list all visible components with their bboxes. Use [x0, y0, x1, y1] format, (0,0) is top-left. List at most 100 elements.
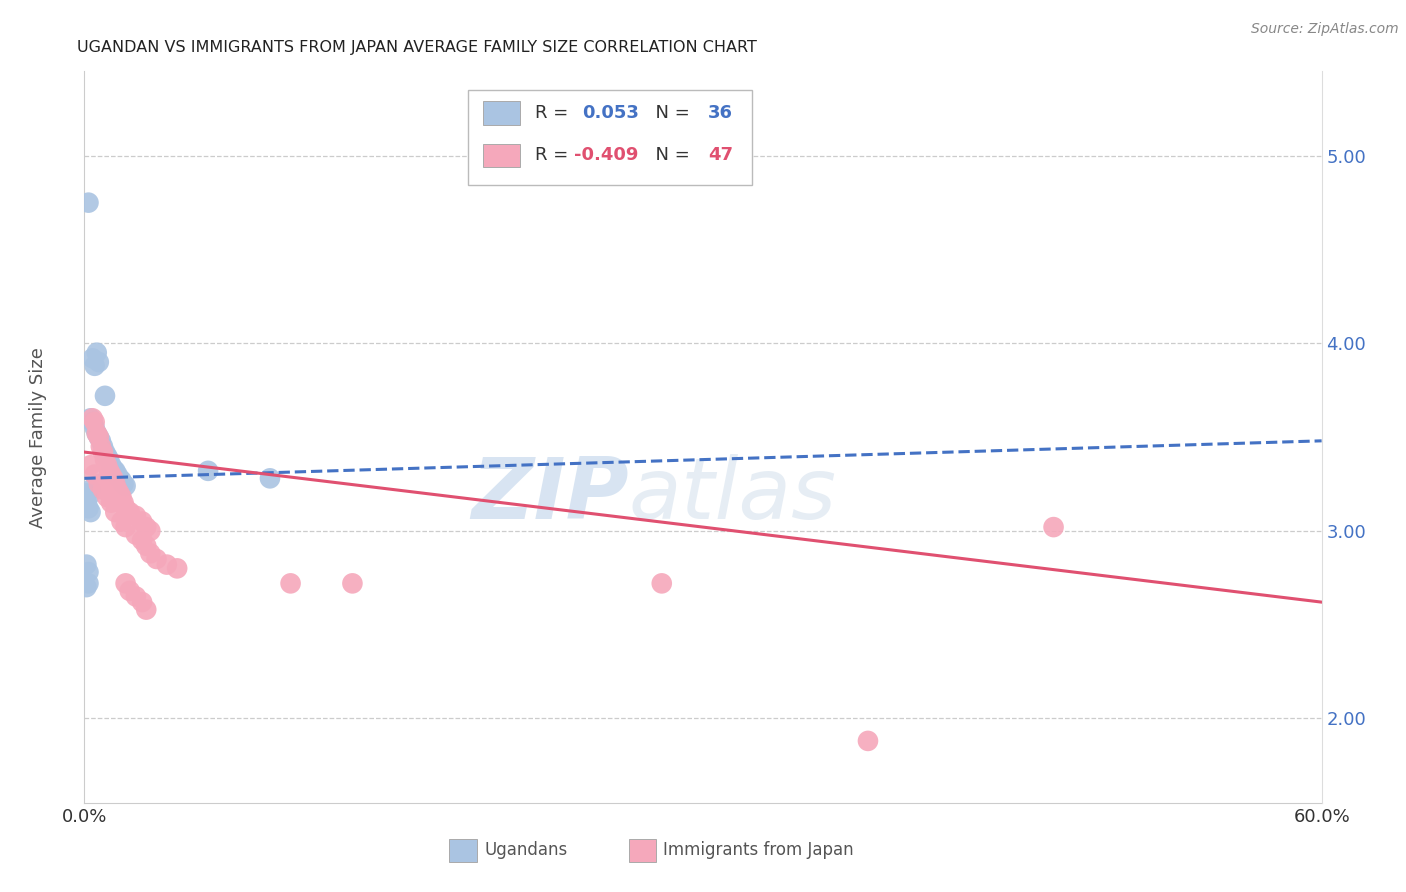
Point: [100, 458, 122, 473]
Point: [342, 576, 364, 591]
Text: 36: 36: [709, 104, 733, 122]
Point: [82, 415, 104, 429]
FancyBboxPatch shape: [628, 838, 657, 862]
Point: [110, 473, 132, 487]
Point: [125, 590, 148, 604]
Point: [94, 389, 117, 403]
Point: [87, 477, 110, 491]
Point: [87, 430, 110, 444]
Point: [856, 734, 879, 748]
Point: [110, 490, 132, 504]
Point: [110, 515, 132, 529]
Point: [79, 411, 101, 425]
Point: [131, 515, 153, 529]
Point: [86, 345, 108, 359]
Point: [114, 501, 136, 516]
Point: [77, 501, 100, 516]
Point: [91, 440, 114, 454]
Point: [100, 496, 122, 510]
Point: [145, 552, 167, 566]
Text: 0.053: 0.053: [582, 104, 638, 122]
Y-axis label: Average Family Size: Average Family Size: [30, 347, 48, 527]
Point: [118, 583, 141, 598]
Text: ZIP: ZIP: [471, 454, 628, 537]
Point: [108, 486, 131, 500]
Point: [82, 351, 104, 366]
Point: [79, 458, 101, 473]
Point: [118, 505, 141, 519]
Point: [79, 483, 101, 497]
Text: 47: 47: [709, 146, 733, 164]
Point: [75, 486, 97, 500]
Point: [125, 508, 148, 523]
Point: [105, 467, 128, 482]
FancyBboxPatch shape: [482, 102, 520, 125]
Point: [77, 576, 100, 591]
Point: [280, 576, 302, 591]
Text: -0.409: -0.409: [574, 146, 638, 164]
Point: [77, 565, 100, 579]
Text: UGANDAN VS IMMIGRANTS FROM JAPAN AVERAGE FAMILY SIZE CORRELATION CHART: UGANDAN VS IMMIGRANTS FROM JAPAN AVERAGE…: [77, 40, 758, 55]
Point: [114, 576, 136, 591]
Point: [94, 445, 117, 459]
Point: [91, 483, 114, 497]
Point: [1042, 520, 1064, 534]
Point: [87, 355, 110, 369]
Point: [135, 520, 157, 534]
Point: [77, 490, 100, 504]
Point: [114, 520, 136, 534]
Point: [98, 464, 121, 478]
Point: [139, 546, 162, 560]
Point: [96, 449, 118, 463]
Point: [105, 483, 128, 497]
Point: [131, 533, 153, 548]
Point: [98, 452, 121, 467]
Text: N =: N =: [644, 146, 695, 164]
FancyBboxPatch shape: [482, 144, 520, 167]
Point: [156, 558, 179, 572]
Point: [114, 479, 136, 493]
Point: [96, 458, 118, 473]
Point: [87, 430, 110, 444]
FancyBboxPatch shape: [450, 838, 477, 862]
Point: [135, 539, 157, 553]
Point: [82, 411, 104, 425]
Point: [135, 602, 157, 616]
Point: [651, 576, 673, 591]
Point: [112, 477, 135, 491]
Point: [139, 524, 162, 538]
Point: [86, 426, 108, 441]
Point: [90, 440, 112, 454]
Point: [103, 462, 125, 476]
Point: [259, 471, 281, 485]
Point: [79, 505, 101, 519]
Point: [83, 467, 105, 482]
Point: [104, 505, 127, 519]
Point: [91, 445, 114, 459]
Point: [96, 490, 118, 504]
Point: [103, 471, 125, 485]
Point: [125, 527, 148, 541]
Point: [104, 477, 127, 491]
Point: [112, 496, 135, 510]
Point: [108, 471, 131, 485]
Point: [166, 561, 188, 575]
Text: Source: ZipAtlas.com: Source: ZipAtlas.com: [1251, 22, 1399, 37]
Point: [83, 359, 105, 373]
Text: Immigrants from Japan: Immigrants from Japan: [664, 841, 853, 859]
Point: [83, 420, 105, 434]
Point: [94, 452, 117, 467]
FancyBboxPatch shape: [468, 90, 752, 185]
Point: [75, 580, 97, 594]
Point: [104, 464, 127, 478]
Point: [100, 467, 122, 482]
Point: [131, 595, 153, 609]
Text: R =: R =: [534, 146, 574, 164]
Text: atlas: atlas: [628, 454, 837, 537]
Point: [77, 195, 100, 210]
Point: [75, 496, 97, 510]
Text: N =: N =: [644, 104, 695, 122]
Point: [75, 558, 97, 572]
Point: [83, 415, 105, 429]
Text: Ugandans: Ugandans: [484, 841, 567, 859]
